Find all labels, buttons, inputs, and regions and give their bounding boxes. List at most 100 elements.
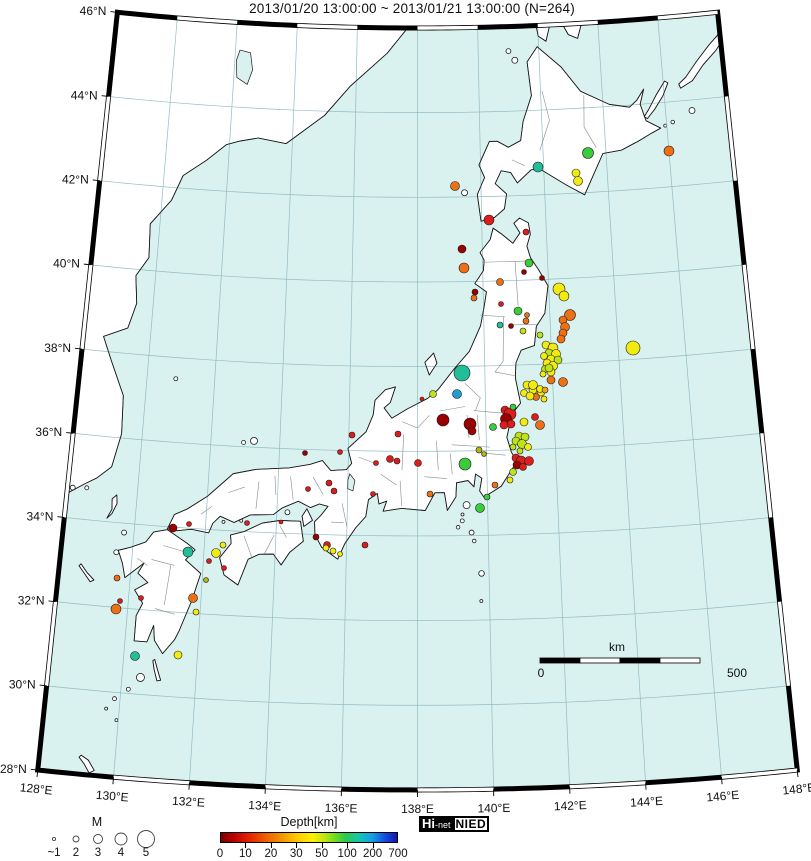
earthquake-marker: [188, 593, 198, 603]
earthquake-marker: [546, 375, 556, 385]
frame-white-segment: [417, 25, 478, 30]
prefecture-border-line: [436, 440, 439, 471]
prefecture-border-line: [264, 534, 275, 554]
lon-tick-label: 132°E: [172, 794, 206, 810]
parallel-line: [99, 180, 736, 198]
magnitude-legend-label: 3: [95, 847, 101, 859]
coast-outline: [106, 494, 118, 519]
graticule: [46, 17, 789, 790]
prefecture-border-line: [402, 415, 430, 429]
earthquake-marker: [556, 334, 566, 344]
lat-tick: [30, 768, 38, 771]
prefecture-border-line: [164, 565, 172, 606]
depth-tick-mark: [245, 843, 247, 848]
earthquake-marker: [110, 603, 122, 615]
parallel-line: [46, 685, 789, 706]
prefecture-border-line: [312, 477, 324, 495]
island: [241, 440, 246, 445]
hinet-logo-net-text: -net: [435, 820, 451, 830]
earthquake-marker: [475, 446, 483, 454]
depth-colorbar: [220, 832, 398, 843]
meridian-line: [477, 27, 494, 790]
prefecture-border-line: [511, 159, 525, 167]
meridian-line: [341, 27, 358, 790]
frame-white-segment: [657, 10, 718, 20]
prefecture-border-line: [514, 261, 519, 306]
frame-white-segment: [742, 264, 755, 350]
island: [670, 119, 675, 125]
frame-white-segment: [80, 264, 93, 350]
hinet-logo-text: Hi -net: [419, 816, 453, 832]
earthquake-marker: [540, 352, 548, 360]
earthquake-marker: [325, 479, 333, 487]
earthquake-marker: [509, 443, 517, 451]
earthquake-marker: [453, 364, 471, 382]
earthquake-marker: [414, 459, 422, 467]
depth-tick-label: 100: [337, 848, 357, 860]
frame-white-segment: [760, 433, 773, 518]
island: [472, 538, 477, 544]
earthquake-marker: [278, 519, 284, 525]
prefecture-border-line: [380, 474, 397, 486]
earthquake-marker: [558, 290, 570, 302]
earthquake-marker: [524, 258, 534, 268]
coast-outline: [37, 12, 415, 501]
earthquake-marker: [305, 486, 311, 492]
meridian-line: [657, 17, 722, 778]
earthquake-markers: [110, 145, 675, 661]
lon-tick-label: 136°E: [325, 801, 358, 816]
earthquake-marker: [186, 521, 192, 527]
earthquake-marker: [113, 574, 121, 582]
prefecture-border-line: [137, 558, 148, 566]
earthquake-marker: [130, 651, 140, 661]
magnitude-legend-label: ~1: [47, 847, 60, 859]
lake-khanka: [236, 49, 253, 85]
prefecture-border-line: [480, 314, 506, 318]
earthquake-marker: [452, 389, 462, 399]
earthquake-marker: [522, 228, 530, 236]
prefecture-border-line: [163, 545, 183, 552]
frame-white-segment: [569, 781, 646, 789]
earthquake-marker: [535, 420, 545, 430]
depth-tick-mark: [321, 843, 323, 848]
island: [479, 599, 484, 603]
depth-tick-label: 10: [239, 848, 252, 860]
parallel-line: [90, 264, 745, 283]
island: [121, 529, 127, 536]
earthquake-marker: [573, 176, 583, 186]
island: [511, 56, 519, 64]
earthquake-marker: [322, 544, 330, 552]
magnitude-legend-circle: [93, 834, 103, 844]
earthquake-marker: [525, 391, 535, 401]
earthquake-marker: [117, 598, 123, 604]
island: [455, 525, 461, 530]
magnitude-legend-circle: [114, 832, 128, 846]
lat-tick: [57, 516, 65, 518]
coast-outline: [117, 529, 202, 655]
earthquake-marker: [625, 340, 641, 356]
earthquake-marker: [458, 457, 472, 471]
earthquake-marker: [348, 431, 356, 439]
prefecture-borders: [137, 90, 597, 615]
scale-bar-segment: [579, 657, 621, 664]
lat-tick: [83, 263, 91, 266]
depth-tick-label: 200: [362, 848, 383, 860]
scale-bar-end-label: 500: [727, 666, 747, 680]
depth-tick-label: 0: [216, 848, 224, 860]
parallel-line: [81, 348, 754, 367]
prefecture-border-line: [494, 316, 504, 373]
earthquake-marker: [206, 558, 212, 564]
frame-white-segment: [265, 785, 342, 791]
lon-tick-label: 144°E: [630, 794, 664, 810]
lon-tick: [721, 777, 723, 785]
lon-tick-label: 138°E: [401, 802, 434, 816]
earthquake-marker: [393, 457, 401, 465]
prefecture-border-line: [482, 260, 532, 263]
earthquake-marker: [182, 546, 194, 558]
parallel-line: [108, 96, 727, 114]
earthquake-marker: [509, 403, 517, 411]
nied-logo-text: NIED: [452, 816, 490, 832]
magnitude-legend-label: 5: [143, 847, 149, 859]
earthquake-marker: [329, 547, 337, 555]
lon-tick-label: 130°E: [95, 788, 129, 805]
